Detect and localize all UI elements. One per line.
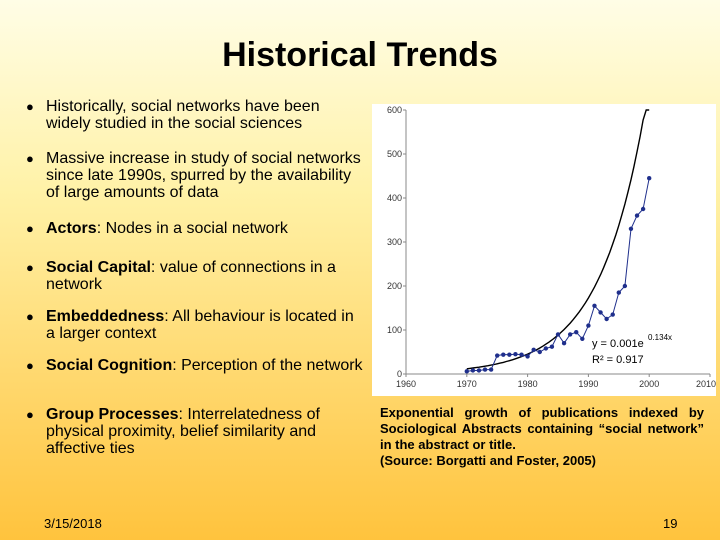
x-tick-label: 1970 bbox=[457, 379, 477, 389]
bullet-item: ● Group Processes: Interrelatedness of p… bbox=[26, 406, 366, 457]
data-point bbox=[598, 310, 603, 315]
y-tick-label: 500 bbox=[387, 149, 402, 159]
x-tick-label: 1990 bbox=[578, 379, 598, 389]
y-tick-label: 200 bbox=[387, 281, 402, 291]
bullet-term: Group Processes bbox=[46, 406, 179, 423]
y-tick-label: 300 bbox=[387, 237, 402, 247]
bullet-dot-icon: ● bbox=[26, 221, 34, 236]
data-point bbox=[640, 206, 646, 212]
exponential-trendline bbox=[466, 109, 650, 370]
x-tick-label: 1980 bbox=[518, 379, 538, 389]
data-point bbox=[525, 354, 530, 359]
data-point bbox=[537, 349, 542, 355]
data-point bbox=[634, 213, 640, 218]
bullet-dot-icon: ● bbox=[26, 151, 34, 166]
data-point bbox=[501, 352, 506, 357]
bullet-dot-icon: ● bbox=[26, 309, 34, 324]
bullet-term: Social Capital bbox=[46, 259, 151, 276]
chart-caption: Exponential growth of publications index… bbox=[380, 405, 704, 469]
data-point bbox=[580, 336, 585, 341]
data-point bbox=[628, 226, 634, 231]
bullet-dot-icon: ● bbox=[26, 358, 34, 373]
data-point bbox=[604, 316, 609, 322]
annotation-group: y = 0.001e 0.134x R² = 0.917 bbox=[592, 333, 672, 366]
bullet-text: : Interrelatedness of physical proximity… bbox=[46, 406, 320, 457]
bullet-text: : value of connections in a network bbox=[46, 259, 336, 293]
bullet-item: ● Massive increase in study of social ne… bbox=[26, 150, 366, 201]
bullet-text: : Nodes in a social network bbox=[96, 220, 288, 237]
bullet-term: Social Cognition bbox=[46, 357, 173, 374]
x-tick-label: 2000 bbox=[639, 379, 659, 389]
bullet-item: ● Embeddedness: All behaviour is located… bbox=[26, 308, 366, 342]
data-point bbox=[549, 344, 555, 349]
bullet-dot-icon: ● bbox=[26, 260, 34, 275]
bullet-dot-icon: ● bbox=[26, 407, 34, 422]
series-group bbox=[464, 176, 652, 374]
bullet-item: ● Historically, social networks have bee… bbox=[26, 98, 366, 132]
x-tick-label: 1960 bbox=[396, 379, 416, 389]
bullet-term: Actors bbox=[46, 220, 97, 237]
bullet-dot-icon: ● bbox=[26, 99, 34, 114]
bullet-text: : Perception of the network bbox=[172, 357, 363, 374]
y-tick-label: 400 bbox=[387, 193, 402, 203]
data-point bbox=[610, 312, 615, 317]
data-point bbox=[592, 303, 597, 308]
data-point bbox=[470, 368, 476, 373]
slide-title: Historical Trends bbox=[222, 36, 498, 74]
data-point bbox=[488, 367, 494, 372]
trendline-group bbox=[466, 109, 650, 370]
data-point bbox=[561, 341, 567, 346]
bullet-text: Massive increase in study of social netw… bbox=[46, 150, 361, 201]
data-point bbox=[513, 352, 518, 357]
y-tick-label: 600 bbox=[387, 105, 402, 115]
y-tick-label: 100 bbox=[387, 325, 402, 335]
data-point bbox=[507, 352, 512, 357]
equation-label: y = 0.001e bbox=[592, 338, 644, 350]
data-point bbox=[616, 290, 621, 295]
data-point bbox=[567, 332, 573, 337]
data-point bbox=[519, 352, 524, 357]
bullet-item: ● Social Capital: value of connections i… bbox=[26, 259, 366, 293]
data-point bbox=[622, 283, 628, 289]
caption-source: (Source: Borgatti and Foster, 2005) bbox=[380, 453, 596, 468]
page-number: 19 bbox=[663, 516, 678, 531]
publication-growth-chart: 0 100 200 300 400 500 600 1960 1970 1980 1990 2000 2… bbox=[387, 105, 716, 389]
data-point bbox=[531, 347, 536, 352]
footer-date: 3/15/2018 bbox=[44, 516, 102, 531]
bullet-item: ● Actors: Nodes in a social network bbox=[26, 220, 366, 237]
data-point bbox=[586, 323, 591, 328]
bullet-term: Embeddedness bbox=[46, 308, 165, 325]
data-point bbox=[555, 332, 561, 337]
data-point bbox=[543, 346, 549, 351]
data-point bbox=[647, 176, 652, 181]
chart-panel: 0 100 200 300 400 500 600 1960 1970 1980 1990 2000 2… bbox=[372, 104, 716, 396]
r-squared-label: R² = 0.917 bbox=[592, 354, 644, 366]
bullet-text: : All behaviour is located in a larger c… bbox=[46, 308, 354, 342]
data-point bbox=[495, 353, 500, 358]
x-tick-label: 2010 bbox=[696, 379, 716, 389]
bullet-text: Historically, social networks have been … bbox=[46, 98, 320, 132]
data-point bbox=[476, 368, 482, 373]
y-tick-label: 0 bbox=[397, 369, 402, 379]
chart-ticks: 0 100 200 300 400 500 600 1960 1970 1980 1990 2000 2… bbox=[387, 105, 716, 389]
equation-exponent: 0.134x bbox=[648, 333, 672, 342]
data-point bbox=[482, 367, 488, 372]
data-point bbox=[574, 330, 579, 335]
bullet-item: ● Social Cognition: Perception of the ne… bbox=[26, 357, 366, 374]
caption-text: Exponential growth of publications index… bbox=[380, 405, 704, 452]
data-point bbox=[464, 369, 469, 374]
